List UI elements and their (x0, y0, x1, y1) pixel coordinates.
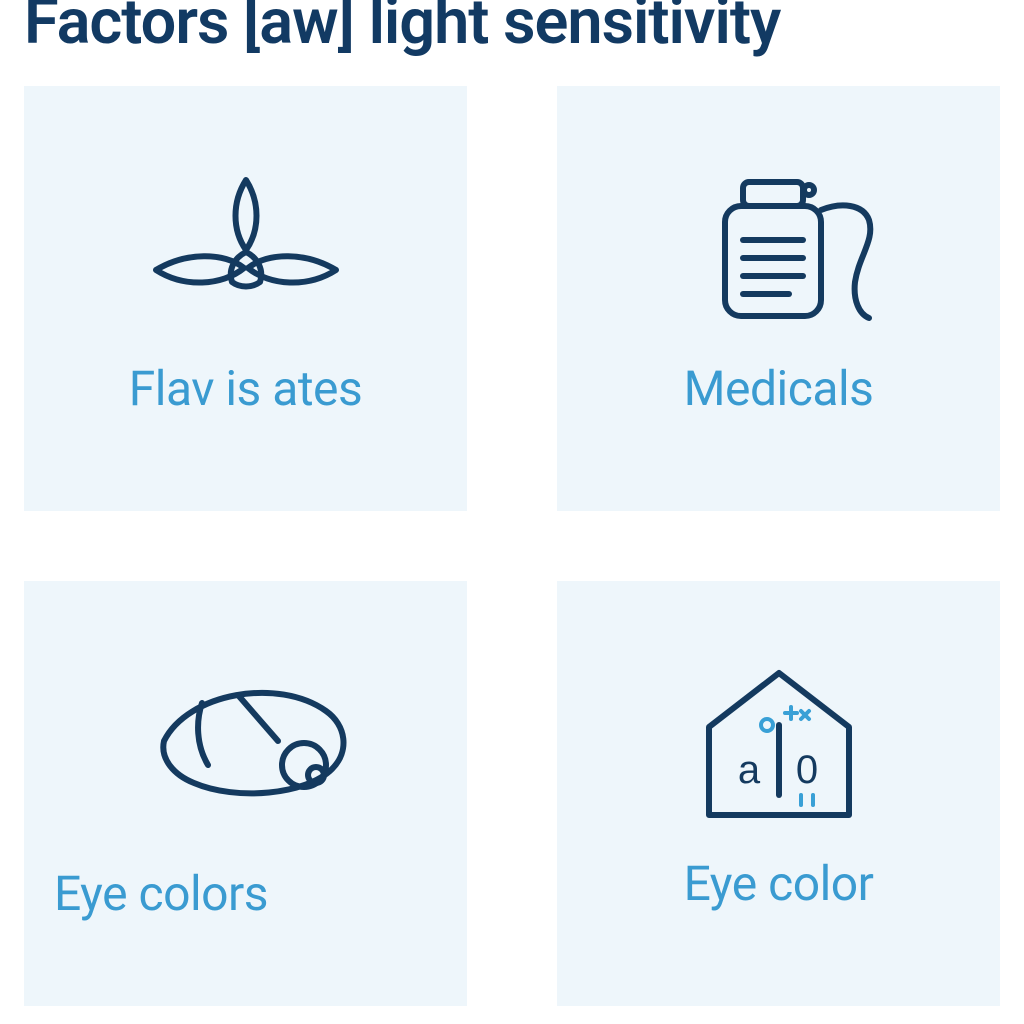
plant-icon (136, 160, 356, 340)
eye-icon (146, 645, 366, 825)
factor-label: Eye color (684, 855, 874, 912)
factor-card-eye-colors: Eye colors (24, 581, 467, 1006)
factor-label: Medicals (684, 360, 874, 417)
factor-card-eye-color: a 0 Eye color (557, 581, 1000, 1006)
svg-text:a: a (737, 748, 760, 792)
medicine-icon (669, 160, 889, 340)
svg-text:0: 0 (795, 748, 817, 792)
factor-card-medicals: Medicals (557, 86, 1000, 511)
factor-card-plant: Flav is ates (24, 86, 467, 511)
factor-label: Flav is ates (129, 360, 363, 417)
factor-label: Eye colors (54, 865, 268, 922)
page-title: Factors [aw] light sensitivity (24, 0, 1000, 56)
factor-grid: Flav is ates (24, 86, 1000, 1006)
house-icon: a 0 (669, 655, 889, 835)
